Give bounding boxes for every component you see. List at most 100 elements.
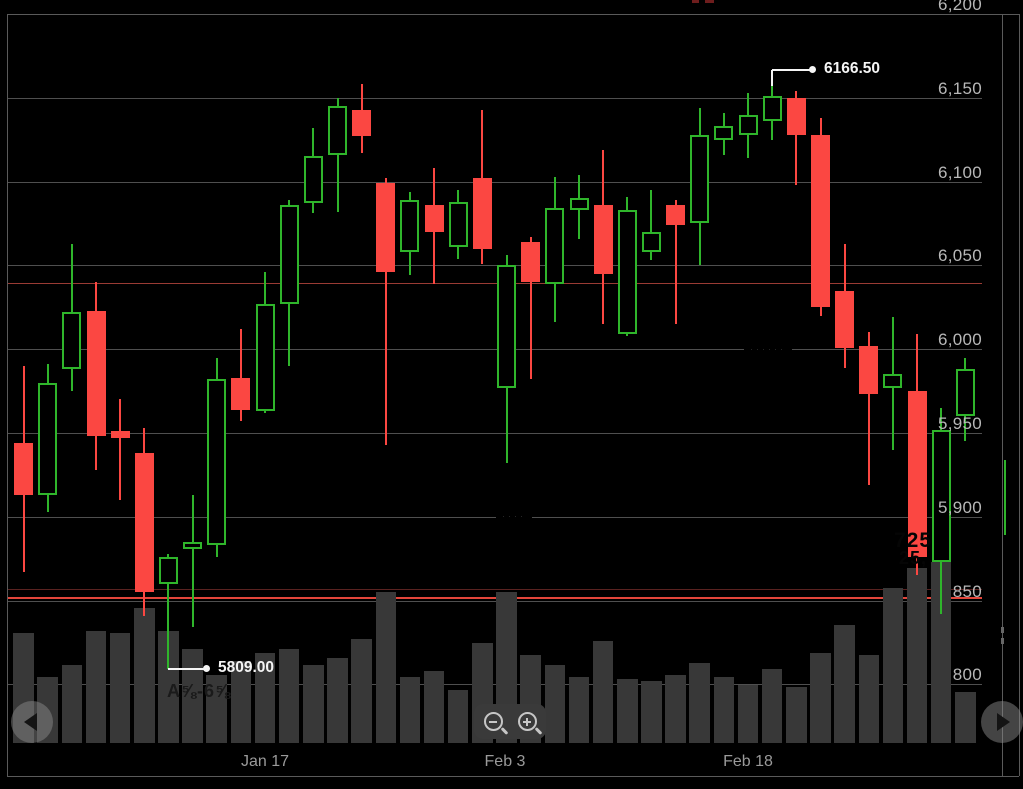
price-axis-label: 6,200	[937, 0, 982, 14]
candle-wick	[650, 189, 653, 261]
gridline	[8, 181, 982, 183]
volume-bar	[351, 639, 372, 743]
gridline	[8, 97, 982, 99]
overlay-text: 25,	[899, 548, 928, 568]
candle-wick	[336, 97, 339, 212]
scrollbar-tick	[1001, 638, 1004, 644]
volume-bar	[278, 649, 300, 743]
gridline	[8, 265, 982, 267]
candle-body	[400, 200, 420, 252]
candle-body	[472, 178, 492, 249]
volume-bar	[447, 690, 469, 743]
candle-body	[617, 210, 637, 335]
annotation-line	[772, 69, 812, 72]
candle-body	[569, 198, 589, 211]
price-axis-label: 6,000	[937, 330, 982, 350]
top-edge-mark	[692, 0, 699, 3]
alert-line[interactable]	[8, 597, 982, 599]
volume-bar	[327, 658, 348, 743]
candle-body	[110, 431, 130, 439]
candle-body	[38, 382, 58, 495]
volume-bar	[737, 685, 759, 743]
candle-body	[328, 106, 347, 155]
annotation-text: 5809.00	[218, 659, 275, 677]
price-axis-label: 5,950	[937, 414, 982, 433]
volume-bar	[85, 631, 107, 743]
candle-wick	[529, 236, 532, 380]
frame-left	[7, 14, 8, 776]
candle-body	[376, 183, 396, 273]
date-axis-label: Feb 18	[723, 753, 773, 770]
volume-bar	[423, 671, 445, 743]
volume-bar	[810, 653, 831, 743]
gridline	[8, 433, 982, 434]
zoom-controls	[474, 704, 546, 739]
gridline	[8, 684, 982, 686]
candle-body	[641, 231, 661, 252]
candle-wick	[119, 399, 122, 501]
volume-bar	[230, 661, 252, 743]
partial-candle-wick	[1004, 459, 1006, 536]
candle-wick	[867, 332, 870, 485]
candle-body	[738, 114, 758, 135]
date-axis-label: Feb 3	[484, 753, 526, 770]
candle-body	[835, 290, 855, 348]
date-axis-label: Jan 17	[240, 753, 290, 770]
candle-body	[86, 310, 106, 437]
volume-bar	[544, 665, 566, 743]
alert-line[interactable]	[8, 282, 982, 285]
alert-line[interactable]	[8, 588, 982, 591]
volume-bar	[592, 641, 614, 743]
candle-body	[545, 208, 565, 284]
candle-body	[62, 312, 82, 370]
pan-right-button[interactable]	[981, 701, 1023, 743]
volume-bar	[568, 677, 590, 743]
candle-wick	[167, 553, 170, 670]
volume-bar	[858, 655, 880, 743]
volume-bar	[303, 665, 324, 743]
volume-bar	[399, 677, 421, 743]
candle-body	[255, 303, 275, 412]
zoom-in-button[interactable]	[512, 707, 542, 737]
pan-left-button[interactable]	[11, 701, 53, 743]
candle-body	[859, 345, 879, 395]
candle-body	[134, 453, 154, 593]
price-axis-label: 800	[952, 665, 982, 685]
overlay-text: 725	[894, 529, 933, 552]
overlay-text: A⅝-6⅝	[167, 681, 232, 701]
candle-wick	[795, 91, 798, 185]
candle-body	[955, 369, 975, 417]
volume-bar	[158, 631, 179, 743]
candle-body	[352, 109, 372, 137]
candle-body	[666, 205, 686, 226]
candle-body	[231, 377, 251, 410]
candle-body	[521, 241, 541, 283]
price-axis-label: 5,900	[937, 497, 982, 517]
arrow-left-icon	[24, 713, 37, 731]
gridline	[8, 516, 982, 518]
candle-wick	[384, 178, 387, 445]
candle-body	[279, 205, 299, 304]
volume-bar	[61, 665, 83, 743]
annotation-line	[168, 668, 206, 671]
candle-body	[183, 541, 203, 549]
frame-bottom	[7, 776, 1019, 777]
volume-bar	[109, 633, 131, 743]
candle-body	[714, 126, 734, 140]
candle-wick	[674, 200, 677, 325]
volume-bar	[665, 675, 686, 743]
candle-body	[207, 379, 227, 546]
volume-bar	[617, 679, 638, 743]
gridline-gap: ······	[744, 344, 792, 355]
candle-body	[811, 134, 830, 308]
zoom-out-button[interactable]	[478, 707, 508, 737]
price-axis-label: 6,050	[937, 246, 982, 266]
volume-bar	[375, 592, 397, 743]
volume-bar	[689, 663, 710, 743]
annotation-elbow	[771, 70, 773, 87]
candle-body	[448, 201, 468, 247]
volume-bar	[882, 588, 904, 743]
volume-bar	[713, 677, 735, 743]
candle-body	[593, 205, 613, 274]
